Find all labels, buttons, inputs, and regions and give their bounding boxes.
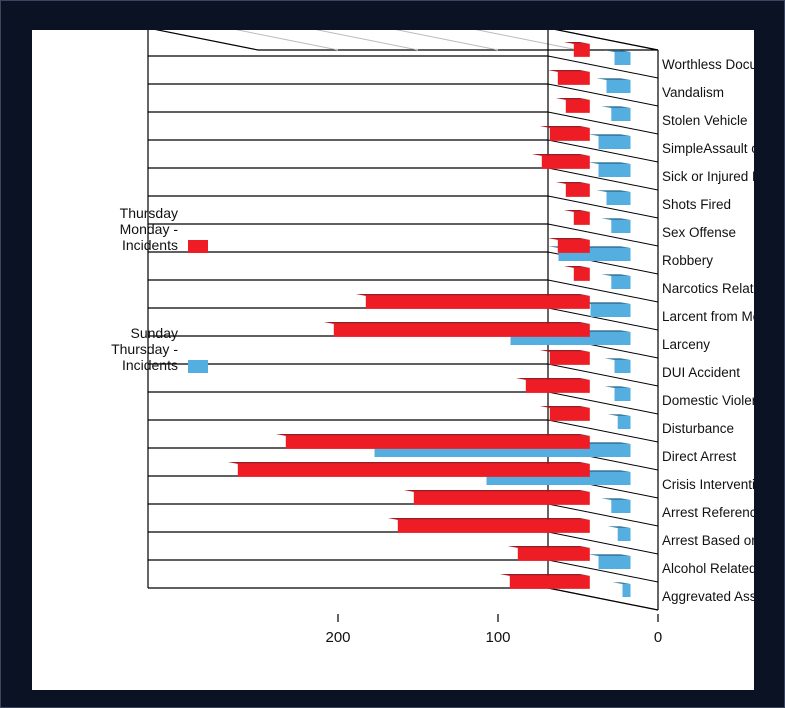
category-label-alcohol-related-incidents: Alcohol Related Incidents: [662, 561, 754, 576]
category-label-disturbance: Disturbance: [662, 421, 734, 436]
value-axis: 0 100 200: [325, 614, 662, 646]
legend-swatch: [188, 240, 208, 253]
category-labels: Aggrevated Assaults Alcohol Related Incid…: [662, 57, 754, 604]
legend-label: IncidentsThursday -Sunday: [111, 325, 178, 373]
category-label-shots-fired: Shots Fired: [662, 197, 731, 212]
bar-incidents-monday-thursday-stolen-vehicle: [555, 98, 590, 113]
bar-incidents-thursday-sunday-disturbance: [607, 414, 631, 429]
bar-incidents-monday-thursday-narcotics-related-incident: [563, 266, 590, 281]
bar-incidents-thursday-sunday-larcent-from-motor-vehicle: [580, 302, 631, 317]
category-label-larcent-from-motor-vehicle: Larcent from Motor Vehicle: [662, 309, 754, 324]
bar-incidents-thursday-sunday-dui-accident: [604, 358, 631, 373]
bar-incidents-thursday-sunday-aggrevated-assaults: [612, 582, 631, 597]
bar-incidents-thursday-sunday-vandalism: [596, 78, 631, 93]
category-label-sick-or-injured-person: Sick or Injured Person: [662, 169, 754, 184]
bar-incidents-thursday-sunday-stolen-vehicle: [601, 106, 631, 121]
value-tick-label-200: 200: [325, 629, 350, 646]
bar-incidents-monday-thursday-arrest-reference-previous-case: [403, 490, 590, 505]
category-label-aggrevated-assaults: Aggrevated Assaults: [662, 589, 754, 604]
category-depth-line: [547, 83, 659, 107]
bar-incidents-thursday-sunday-simpleassault-or-battery: [588, 134, 631, 149]
bar-incidents-monday-thursday-larceny: [323, 322, 590, 337]
legend-label: IncidentsMonday -Thursday: [120, 205, 179, 253]
category-label-robbery: Robbery: [662, 253, 713, 268]
category-label-dui-accident: DUI Accident: [662, 365, 740, 380]
bar-incidents-monday-thursday-robbery: [547, 238, 590, 253]
bar-incidents-thursday-sunday-arrest-reference-previous-case: [601, 498, 631, 513]
category-label-narcotics-related-incident: Narcotics Related Incident: [662, 281, 754, 296]
category-label-arrest-based-on-warrant: Arrest Based on warrant: [662, 533, 754, 548]
category-label-arrest-reference-previous-case: Arrest Reference Previous Case: [662, 505, 754, 520]
category-label-vandalism: Vandalism: [662, 85, 724, 100]
bar-incidents-monday-thursday-vandalism: [547, 70, 590, 85]
category-label-direct-arrest: Direct Arrest: [662, 449, 737, 464]
category-depth-line: [547, 55, 659, 79]
bar-incidents-monday-thursday-worthless-document: [563, 42, 590, 57]
bar-incidents-monday-thursday-simpleassault-or-battery: [539, 126, 590, 141]
bar-incidents-thursday-sunday-sick-or-injured-person: [588, 162, 631, 177]
category-depth-line: [547, 363, 659, 387]
category-depth-line: [547, 139, 659, 163]
bar-incidents-monday-thursday-alcohol-related-incidents: [507, 546, 590, 561]
legend-swatch: [188, 360, 208, 373]
category-depth-line: [547, 531, 659, 555]
category-depth-line: [547, 167, 659, 191]
category-depth-line: [547, 30, 659, 51]
category-label-stolen-vehicle: Stolen Vehicle: [662, 113, 748, 128]
legend-item-incidents-monday-thursday: IncidentsMonday -Thursday: [120, 205, 208, 253]
bar-incidents-thursday-sunday-domestic-violence: [604, 386, 631, 401]
bar-incidents-thursday-sunday-shots-fired: [596, 190, 631, 205]
bar-incidents-monday-thursday-dui-accident: [539, 350, 590, 365]
bar-incidents-monday-thursday-arrest-based-on-warrant: [387, 518, 590, 533]
bar-incidents-thursday-sunday-worthless-document: [604, 50, 631, 65]
category-depth-line: [547, 279, 659, 303]
bar-incidents-monday-thursday-sick-or-injured-person: [531, 154, 590, 169]
bar-incidents-thursday-sunday-narcotics-related-incident: [601, 274, 631, 289]
value-tick-label-100: 100: [485, 629, 510, 646]
bar-incidents-monday-thursday-shots-fired: [555, 182, 590, 197]
legend: IncidentsMonday -Thursday IncidentsThursd…: [111, 205, 208, 373]
bar-incidents-monday-thursday-direct-arrest: [275, 434, 590, 449]
category-depth-line: [547, 307, 659, 331]
bar-incidents-thursday-sunday-arrest-based-on-warrant: [607, 526, 631, 541]
category-depth-line: [547, 503, 659, 527]
chart-svg: Aggrevated Assaults Alcohol Related Incid…: [111, 30, 754, 646]
bar-incidents-monday-thursday-larcent-from-motor-vehicle: [355, 294, 590, 309]
bar-incidents-thursday-sunday-sex-offense: [601, 218, 631, 233]
legend-item-incidents-thursday-sunday: IncidentsThursday -Sunday: [111, 325, 208, 373]
bar-incidents-monday-thursday-aggrevated-assaults: [499, 574, 590, 589]
gridline-100: [387, 30, 499, 51]
category-label-larceny: Larceny: [662, 337, 710, 352]
gridline-50: [467, 30, 579, 51]
gridline-150: [307, 30, 419, 51]
bar-incidents-thursday-sunday-alcohol-related-incidents: [588, 554, 631, 569]
category-depth-line: [547, 559, 659, 583]
depth-right-edge: [547, 587, 659, 611]
bar-incidents-monday-thursday-crisis-intervention: [227, 462, 590, 477]
gridline-200: [227, 30, 339, 51]
category-depth-line: [547, 195, 659, 219]
chart-panel: Aggrevated Assaults Alcohol Related Incid…: [32, 30, 754, 690]
bars: [227, 42, 631, 597]
category-depth-line: [547, 391, 659, 415]
category-label-worthless-document: Worthless Document: [662, 57, 754, 72]
category-depth-line: [547, 419, 659, 443]
depth-bottom-edge: [147, 30, 259, 51]
bar-incidents-monday-thursday-sex-offense: [563, 210, 590, 225]
category-depth-line: [547, 111, 659, 135]
category-label-domestic-violence: Domestic Violence: [662, 393, 754, 408]
bar-incidents-monday-thursday-disturbance: [539, 406, 590, 421]
category-label-simpleassault-or-battery: SimpleAssault or Battery: [662, 141, 754, 156]
value-tick-label-0: 0: [654, 629, 662, 646]
category-label-sex-offense: Sex Offense: [662, 225, 736, 240]
bar-incidents-monday-thursday-domestic-violence: [515, 378, 590, 393]
category-label-crisis-intervention: Crisis Intervention: [662, 477, 754, 492]
category-depth-line: [547, 223, 659, 247]
